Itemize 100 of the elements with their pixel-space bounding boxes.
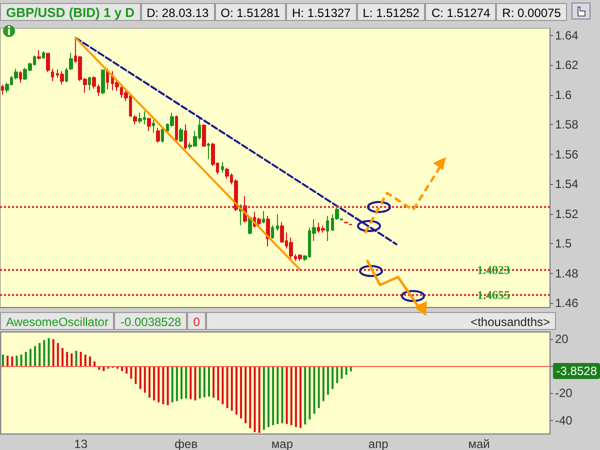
candlestick — [51, 68, 54, 82]
candlestick — [175, 114, 178, 142]
chart-title: AwesomeOscillator — [0, 312, 114, 330]
bar — [290, 366, 292, 426]
bar — [267, 366, 270, 428]
candlestick — [207, 142, 210, 160]
text: -3.8528 — [553, 363, 600, 380]
bar — [66, 352, 68, 366]
bar — [336, 366, 338, 384]
bar — [48, 338, 50, 366]
text: D: 28.03.13 — [140, 3, 215, 21]
y-tick-label: 1.62 — [555, 58, 579, 72]
bar — [208, 366, 210, 397]
bar — [235, 366, 238, 415]
candlestick — [179, 127, 183, 143]
bar — [198, 366, 201, 399]
bar — [62, 348, 64, 366]
ref-line-label: 1.4823 — [477, 262, 510, 277]
y-tick-label: 1.58 — [555, 118, 579, 132]
bar — [313, 366, 316, 414]
bar — [84, 354, 86, 366]
bar — [162, 366, 164, 404]
candlestick — [298, 254, 302, 262]
bar — [254, 366, 256, 432]
bar — [286, 366, 288, 424]
bar — [158, 366, 160, 402]
bar — [130, 366, 132, 379]
bar — [276, 366, 279, 424]
bar — [16, 356, 18, 366]
bar — [34, 346, 36, 366]
bar — [148, 366, 150, 398]
x-tick-label: май — [468, 437, 490, 450]
bar — [80, 352, 82, 366]
bar — [153, 366, 156, 400]
ref-line-label: 1.4655 — [477, 288, 510, 302]
bar — [52, 339, 54, 366]
bar — [258, 366, 260, 433]
candlestick — [60, 70, 64, 85]
bar — [244, 366, 247, 424]
candlestick — [152, 120, 155, 134]
candlestick — [161, 128, 164, 144]
y-tick-label: 1.48 — [555, 266, 579, 280]
candlestick — [276, 214, 279, 232]
text: R: 0.00075 — [496, 3, 567, 21]
candlestick — [106, 68, 109, 90]
candlestick — [170, 112, 174, 128]
bar — [166, 366, 169, 406]
y-tick-label: 1.5 — [555, 236, 572, 251]
y-tick-label: -40 — [555, 413, 573, 428]
bar — [230, 366, 233, 411]
bar — [171, 366, 174, 402]
text: C: 1.51274 — [425, 3, 496, 21]
bar — [134, 366, 137, 384]
bar — [144, 366, 146, 393]
text: O: 1.51281 — [214, 3, 286, 21]
bar — [226, 366, 228, 408]
bar — [190, 366, 192, 400]
y-tick-label: 1.56 — [555, 147, 579, 162]
y-tick-label: 1.46 — [555, 296, 579, 310]
candlestick — [19, 70, 22, 84]
bar — [2, 354, 4, 366]
bar — [203, 366, 206, 398]
bar — [222, 366, 224, 404]
bar — [240, 366, 242, 418]
candlestick — [65, 67, 68, 83]
bar — [340, 366, 343, 379]
bar — [70, 353, 73, 366]
bar — [300, 366, 302, 428]
bar — [56, 343, 59, 366]
y-tick-label: 1.52 — [555, 206, 579, 221]
bar — [332, 366, 334, 389]
bar — [217, 366, 220, 400]
y-tick-label: 1.54 — [555, 177, 579, 192]
bar — [272, 366, 274, 426]
candlestick — [202, 124, 206, 148]
bar — [194, 366, 196, 400]
bar — [281, 366, 284, 424]
candlestick — [156, 127, 160, 144]
candlestick — [138, 112, 142, 124]
candlestick — [262, 210, 265, 224]
bar — [43, 340, 46, 366]
candlestick — [88, 76, 91, 91]
candlestick — [326, 215, 329, 242]
bar — [176, 366, 178, 402]
chart-title: GBP/USD (BID) 1 y D — [0, 3, 141, 21]
bar — [318, 366, 320, 408]
bar — [185, 366, 188, 399]
text: -0.0038528 — [114, 312, 188, 330]
candlestick — [147, 117, 151, 132]
y-tick-label: 20 — [555, 332, 569, 346]
candlestick — [37, 50, 41, 60]
y-tick-label: 1.6 — [555, 88, 572, 102]
bar — [326, 366, 329, 395]
candlestick — [221, 162, 224, 174]
text: H: 1.51327 — [286, 3, 357, 21]
y-tick-label: -20 — [555, 386, 573, 400]
bar — [88, 356, 91, 366]
bar — [38, 343, 41, 366]
candlestick — [321, 226, 325, 234]
bar — [20, 354, 22, 366]
